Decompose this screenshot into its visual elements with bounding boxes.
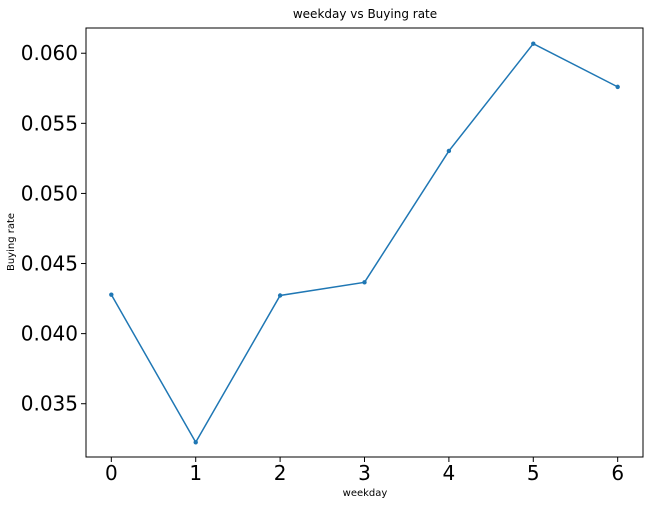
plot-area-frame <box>85 27 644 458</box>
data-point <box>615 84 620 90</box>
data-point <box>193 440 198 445</box>
data-point <box>362 280 367 285</box>
x-tick-label: 1 <box>189 461 202 485</box>
y-axis: 0.035 0.040 0.045 0.050 0.055 0.060 <box>21 41 86 416</box>
y-tick-label: 0.035 <box>21 392 78 416</box>
y-tick-label: 0.055 <box>21 111 78 135</box>
data-point <box>277 293 283 298</box>
x-axis-label: weekday <box>343 488 388 499</box>
series-line <box>110 42 619 444</box>
y-tick-label: 0.060 <box>21 41 78 65</box>
x-tick-label: 5 <box>527 461 540 485</box>
y-tick-label: 0.050 <box>21 181 78 205</box>
chart-title: weekday vs Buying rate <box>293 7 437 21</box>
y-tick-label: 0.045 <box>21 252 78 276</box>
x-tick-label: 6 <box>611 461 624 485</box>
y-axis-label: Buying rate <box>6 213 17 271</box>
x-tick-label: 0 <box>105 461 118 485</box>
series-group <box>109 41 620 445</box>
x-tick-label: 2 <box>274 461 287 485</box>
data-point <box>446 148 452 154</box>
x-tick-label: 4 <box>443 461 456 485</box>
y-tick-label: 0.040 <box>21 322 78 346</box>
x-axis: 0 1 2 3 4 5 6 <box>105 457 624 485</box>
data-point <box>109 292 114 297</box>
x-tick-label: 3 <box>358 461 371 485</box>
data-point <box>531 41 536 46</box>
